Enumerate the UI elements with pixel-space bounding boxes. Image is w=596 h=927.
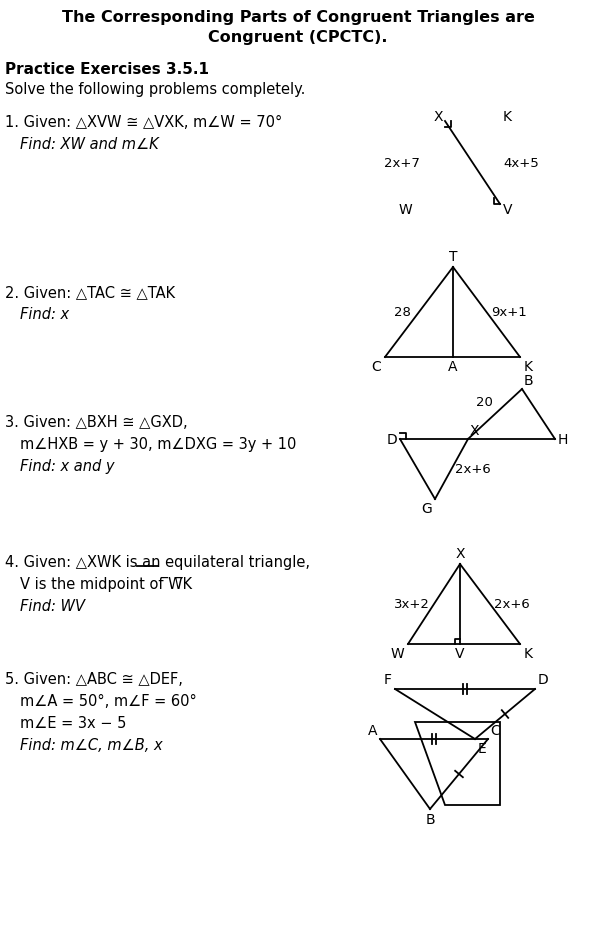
Text: A: A xyxy=(368,723,377,737)
Text: C: C xyxy=(371,360,381,374)
Text: T: T xyxy=(449,249,457,263)
Text: Find: m∠C, m∠B, x: Find: m∠C, m∠B, x xyxy=(20,737,163,752)
Text: W: W xyxy=(398,203,412,217)
Text: X: X xyxy=(470,424,480,438)
Text: K: K xyxy=(503,110,512,124)
Text: B: B xyxy=(425,812,435,826)
Text: m∠A = 50°, m∠F = 60°: m∠A = 50°, m∠F = 60° xyxy=(20,693,197,708)
Text: 9x+1: 9x+1 xyxy=(492,306,527,319)
Text: V: V xyxy=(455,646,465,660)
Text: Find: x: Find: x xyxy=(20,307,69,322)
Text: 2. Given: △TAC ≅ △TAK: 2. Given: △TAC ≅ △TAK xyxy=(5,285,175,299)
Text: V is the midpoint of ̅W̅K: V is the midpoint of ̅W̅K xyxy=(20,577,192,591)
Text: A: A xyxy=(448,360,458,374)
Text: 3. Given: △BXH ≅ △GXD,: 3. Given: △BXH ≅ △GXD, xyxy=(5,414,188,429)
Text: X: X xyxy=(455,546,465,561)
Text: Find: WV: Find: WV xyxy=(20,598,85,614)
Text: H: H xyxy=(558,433,569,447)
Text: 2x+6: 2x+6 xyxy=(455,463,491,476)
Text: D: D xyxy=(538,672,549,686)
Text: 5. Given: △ABC ≅ △DEF,: 5. Given: △ABC ≅ △DEF, xyxy=(5,671,183,686)
Text: X: X xyxy=(433,110,443,124)
Text: K: K xyxy=(524,360,533,374)
Text: Solve the following problems completely.: Solve the following problems completely. xyxy=(5,82,305,97)
Text: G: G xyxy=(421,502,432,515)
Text: m∠E = 3x − 5: m∠E = 3x − 5 xyxy=(20,716,126,730)
Text: m∠HXB = y + 30, m∠DXG = 3y + 10: m∠HXB = y + 30, m∠DXG = 3y + 10 xyxy=(20,437,296,451)
Text: Congruent (CPCTC).: Congruent (CPCTC). xyxy=(208,30,388,44)
Text: 3x+2: 3x+2 xyxy=(394,598,430,611)
Text: 2x+7: 2x+7 xyxy=(384,157,420,170)
Text: 1. Given: △XVW ≅ △VXK, m∠W = 70°: 1. Given: △XVW ≅ △VXK, m∠W = 70° xyxy=(5,115,283,130)
Text: Practice Exercises 3.5.1: Practice Exercises 3.5.1 xyxy=(5,62,209,77)
Text: B: B xyxy=(524,374,533,387)
Text: The Corresponding Parts of Congruent Triangles are: The Corresponding Parts of Congruent Tri… xyxy=(61,10,535,25)
Text: 20: 20 xyxy=(476,396,493,409)
Text: C: C xyxy=(490,723,500,737)
Text: F: F xyxy=(384,672,392,686)
Text: D: D xyxy=(386,433,397,447)
Text: V: V xyxy=(503,203,513,217)
Text: K: K xyxy=(524,646,533,660)
Text: E: E xyxy=(478,742,487,756)
Text: Find: x and y: Find: x and y xyxy=(20,459,114,474)
Text: 4x+5: 4x+5 xyxy=(503,157,539,170)
Text: 28: 28 xyxy=(394,306,411,319)
Text: 2x+6: 2x+6 xyxy=(494,598,530,611)
Text: 4. Given: △XWK is an equilateral triangle,: 4. Given: △XWK is an equilateral triangl… xyxy=(5,554,310,569)
Text: Find: XW and m∠K: Find: XW and m∠K xyxy=(20,137,159,152)
Text: W: W xyxy=(390,646,404,660)
